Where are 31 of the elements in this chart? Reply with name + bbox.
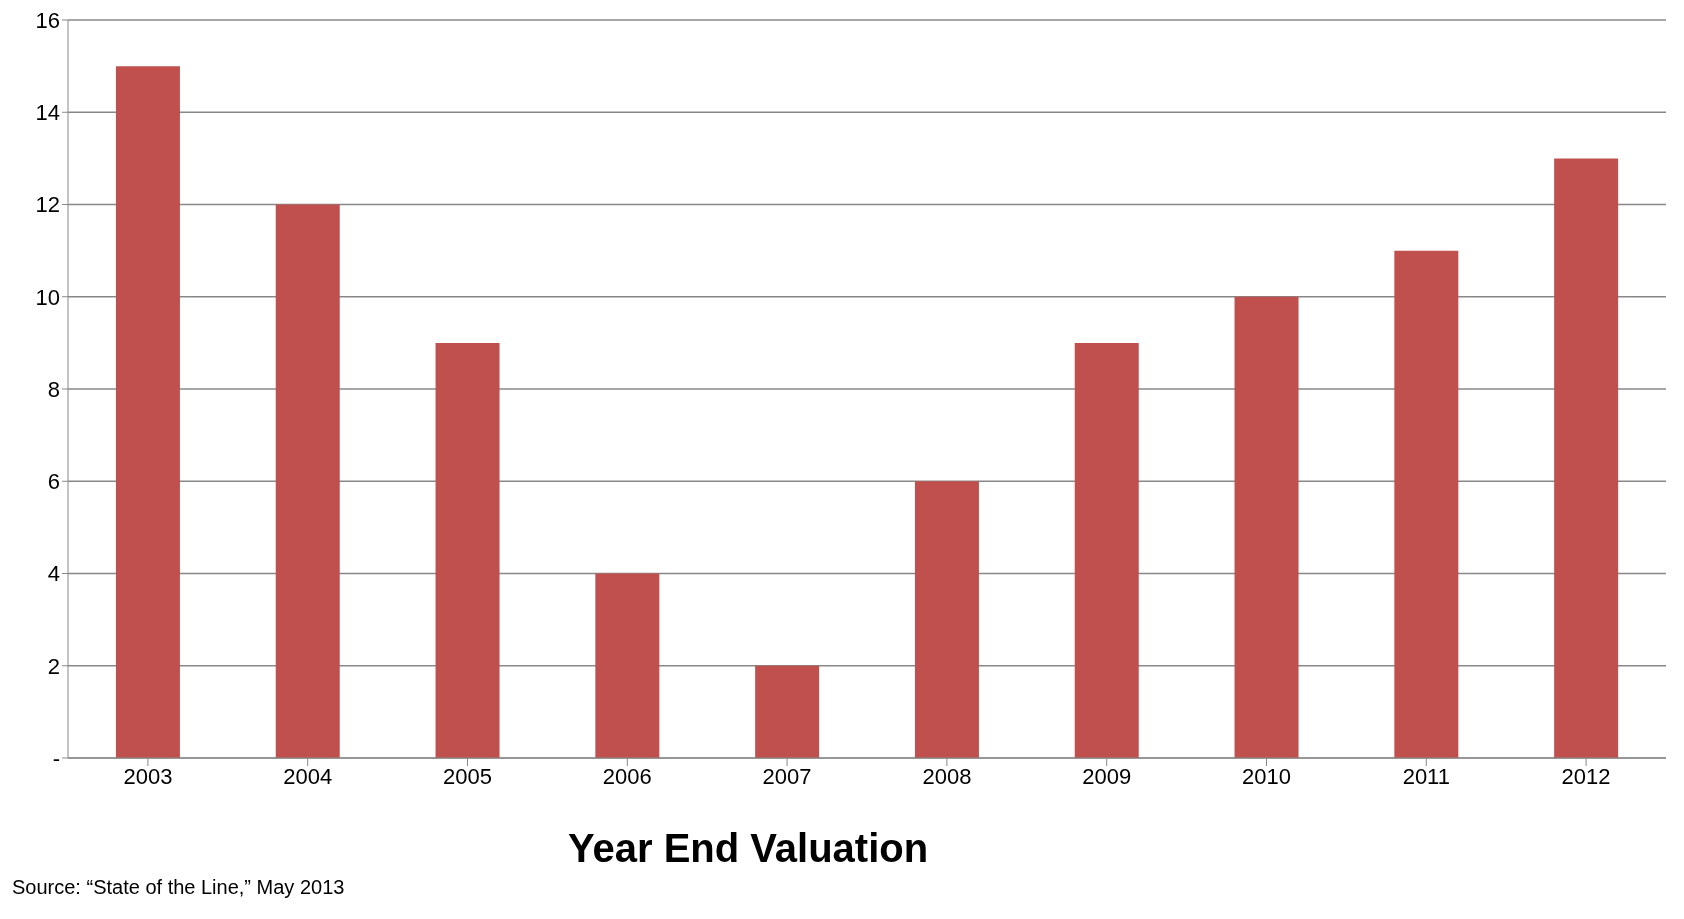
x-tick-label: 2005 (443, 763, 492, 789)
bar (1554, 158, 1619, 758)
y-tick-label: 12 (35, 192, 60, 218)
bar (1074, 342, 1139, 758)
y-tick-label: 8 (47, 376, 60, 402)
x-tick-label: 2009 (1082, 763, 1132, 789)
bar (914, 481, 979, 758)
y-tick-label: 6 (47, 469, 60, 495)
x-tick-label: 2004 (283, 763, 333, 789)
bar (755, 665, 820, 758)
x-tick-label: 2006 (602, 763, 652, 789)
bar (275, 204, 340, 758)
y-tick-label: 14 (35, 100, 60, 126)
y-tick-label: 4 (47, 561, 60, 587)
x-tick-label: 2010 (1242, 763, 1291, 789)
bar (435, 342, 500, 758)
x-tick-label: 2008 (922, 763, 972, 789)
x-tick-label: 2003 (123, 763, 173, 789)
y-tick-label: - (52, 745, 60, 771)
y-tick-label: 10 (35, 284, 60, 310)
x-tick-label: 2007 (762, 763, 812, 789)
y-tick-label: 16 (35, 7, 60, 33)
x-axis-title: Year End Valuation (568, 826, 929, 871)
x-tick-label: 2011 (1402, 763, 1450, 789)
bar (1234, 296, 1299, 758)
y-tick-label: 2 (47, 653, 60, 679)
bar (115, 66, 180, 758)
bar (595, 573, 660, 758)
x-tick-label: 2012 (1561, 763, 1611, 789)
source-note: Source: “State of the Line,” May 2013 (12, 876, 345, 899)
bar (1394, 250, 1459, 758)
